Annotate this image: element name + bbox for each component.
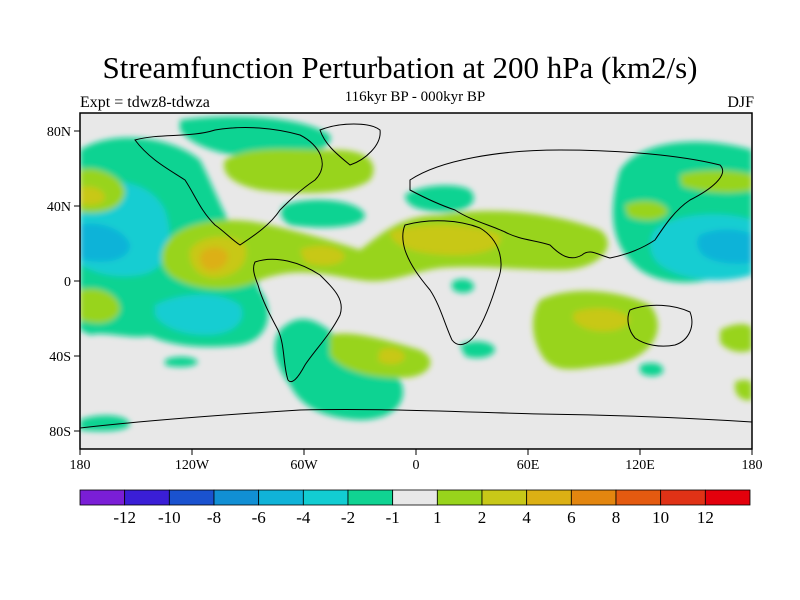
colorbar-label: -6	[252, 508, 266, 527]
contour-region	[625, 200, 668, 221]
contour-region	[573, 308, 630, 332]
contour-region	[300, 245, 345, 266]
colorbar-label: -2	[341, 508, 355, 527]
contour-region	[405, 185, 474, 212]
contour-region	[735, 379, 752, 401]
colorbar-label: -12	[113, 508, 136, 527]
lat-tick-label: 40N	[47, 200, 71, 215]
contour-region	[80, 415, 130, 432]
colorbar-swatch	[615, 489, 662, 506]
page-title: Streamfunction Perturbation at 200 hPa (…	[102, 50, 698, 85]
lon-tick-label: 120W	[175, 458, 210, 473]
contour-region	[165, 356, 198, 367]
colorbar-label: -10	[158, 508, 181, 527]
contour-region	[80, 186, 105, 205]
lat-tick-label: 0	[64, 275, 71, 290]
latitude-axis: 80N 40N 0 40S 80S	[47, 125, 80, 440]
experiment-label: Expt = tdwz8-tdwza	[80, 94, 210, 111]
colorbar-swatch	[213, 489, 260, 506]
contour-region	[80, 223, 130, 262]
colorbar: -12 -10 -8 -6 -4 -2 -1 1 2 4 6 8 10 12	[79, 489, 751, 527]
contour-region	[378, 347, 405, 365]
contour-region	[452, 279, 475, 293]
colorbar-label: 1	[433, 508, 442, 527]
colorbar-swatch	[258, 489, 304, 506]
colorbar-swatch	[481, 489, 528, 506]
contour-region	[680, 170, 752, 193]
colorbar-swatch	[392, 489, 438, 506]
longitude-axis: 180 120W 60W 0 60E 120E 180	[70, 449, 763, 473]
lon-tick-label: 60W	[290, 458, 318, 473]
lat-tick-label: 80N	[47, 125, 71, 140]
colorbar-label: -1	[386, 508, 400, 527]
contour-region	[200, 247, 228, 271]
coastline-greenland	[319, 123, 381, 166]
lon-tick-label: 180	[742, 458, 763, 473]
contour-region	[274, 319, 404, 420]
coastline-australia	[627, 304, 693, 347]
colorbar-label: -4	[296, 508, 311, 527]
season-label: DJF	[727, 94, 754, 111]
colorbar-label: 12	[697, 508, 714, 527]
colorbar-swatch	[302, 489, 349, 506]
contour-region	[180, 116, 331, 159]
lat-tick-label: 80S	[49, 425, 71, 440]
colorbar-swatch	[168, 489, 215, 506]
colorbar-label: 10	[652, 508, 669, 527]
contour-region	[161, 210, 608, 290]
contour-region	[224, 149, 374, 193]
contour-region	[155, 294, 243, 335]
coastlines	[80, 123, 752, 429]
lon-tick-label: 60E	[517, 458, 540, 473]
contour-region	[640, 362, 664, 377]
colorbar-swatch	[124, 489, 170, 506]
colorbar-swatch	[436, 489, 483, 506]
coastline-north-america	[134, 127, 323, 246]
colorbar-swatch	[526, 489, 572, 506]
colorbar-swatch	[347, 489, 394, 506]
lon-tick-label: 120E	[625, 458, 655, 473]
colorbar-label: -8	[207, 508, 221, 527]
coastline-antarctica	[80, 408, 752, 429]
subtitle: 116kyr BP - 000kyr BP	[344, 89, 486, 105]
contour-region	[720, 324, 752, 353]
colorbar-swatch	[79, 489, 126, 506]
lon-tick-label: 0	[413, 458, 420, 473]
contour-fields	[80, 116, 752, 432]
contour-region	[280, 199, 365, 228]
colorbar-label: 8	[612, 508, 621, 527]
colorbar-swatch	[704, 489, 751, 506]
contour-region	[80, 288, 120, 323]
colorbar-label: 6	[567, 508, 576, 527]
contour-region	[697, 229, 752, 264]
colorbar-label: 4	[522, 508, 531, 527]
coastline-eurasia	[409, 149, 723, 259]
contour-region	[460, 341, 495, 358]
colorbar-swatch	[660, 489, 706, 506]
coastline-africa	[402, 220, 502, 346]
lat-tick-label: 40S	[49, 350, 71, 365]
colorbar-swatch	[570, 489, 617, 506]
contour-region	[390, 224, 501, 256]
coastline-south-america	[253, 258, 342, 383]
lon-tick-label: 180	[70, 458, 91, 473]
colorbar-label: 2	[478, 508, 487, 527]
